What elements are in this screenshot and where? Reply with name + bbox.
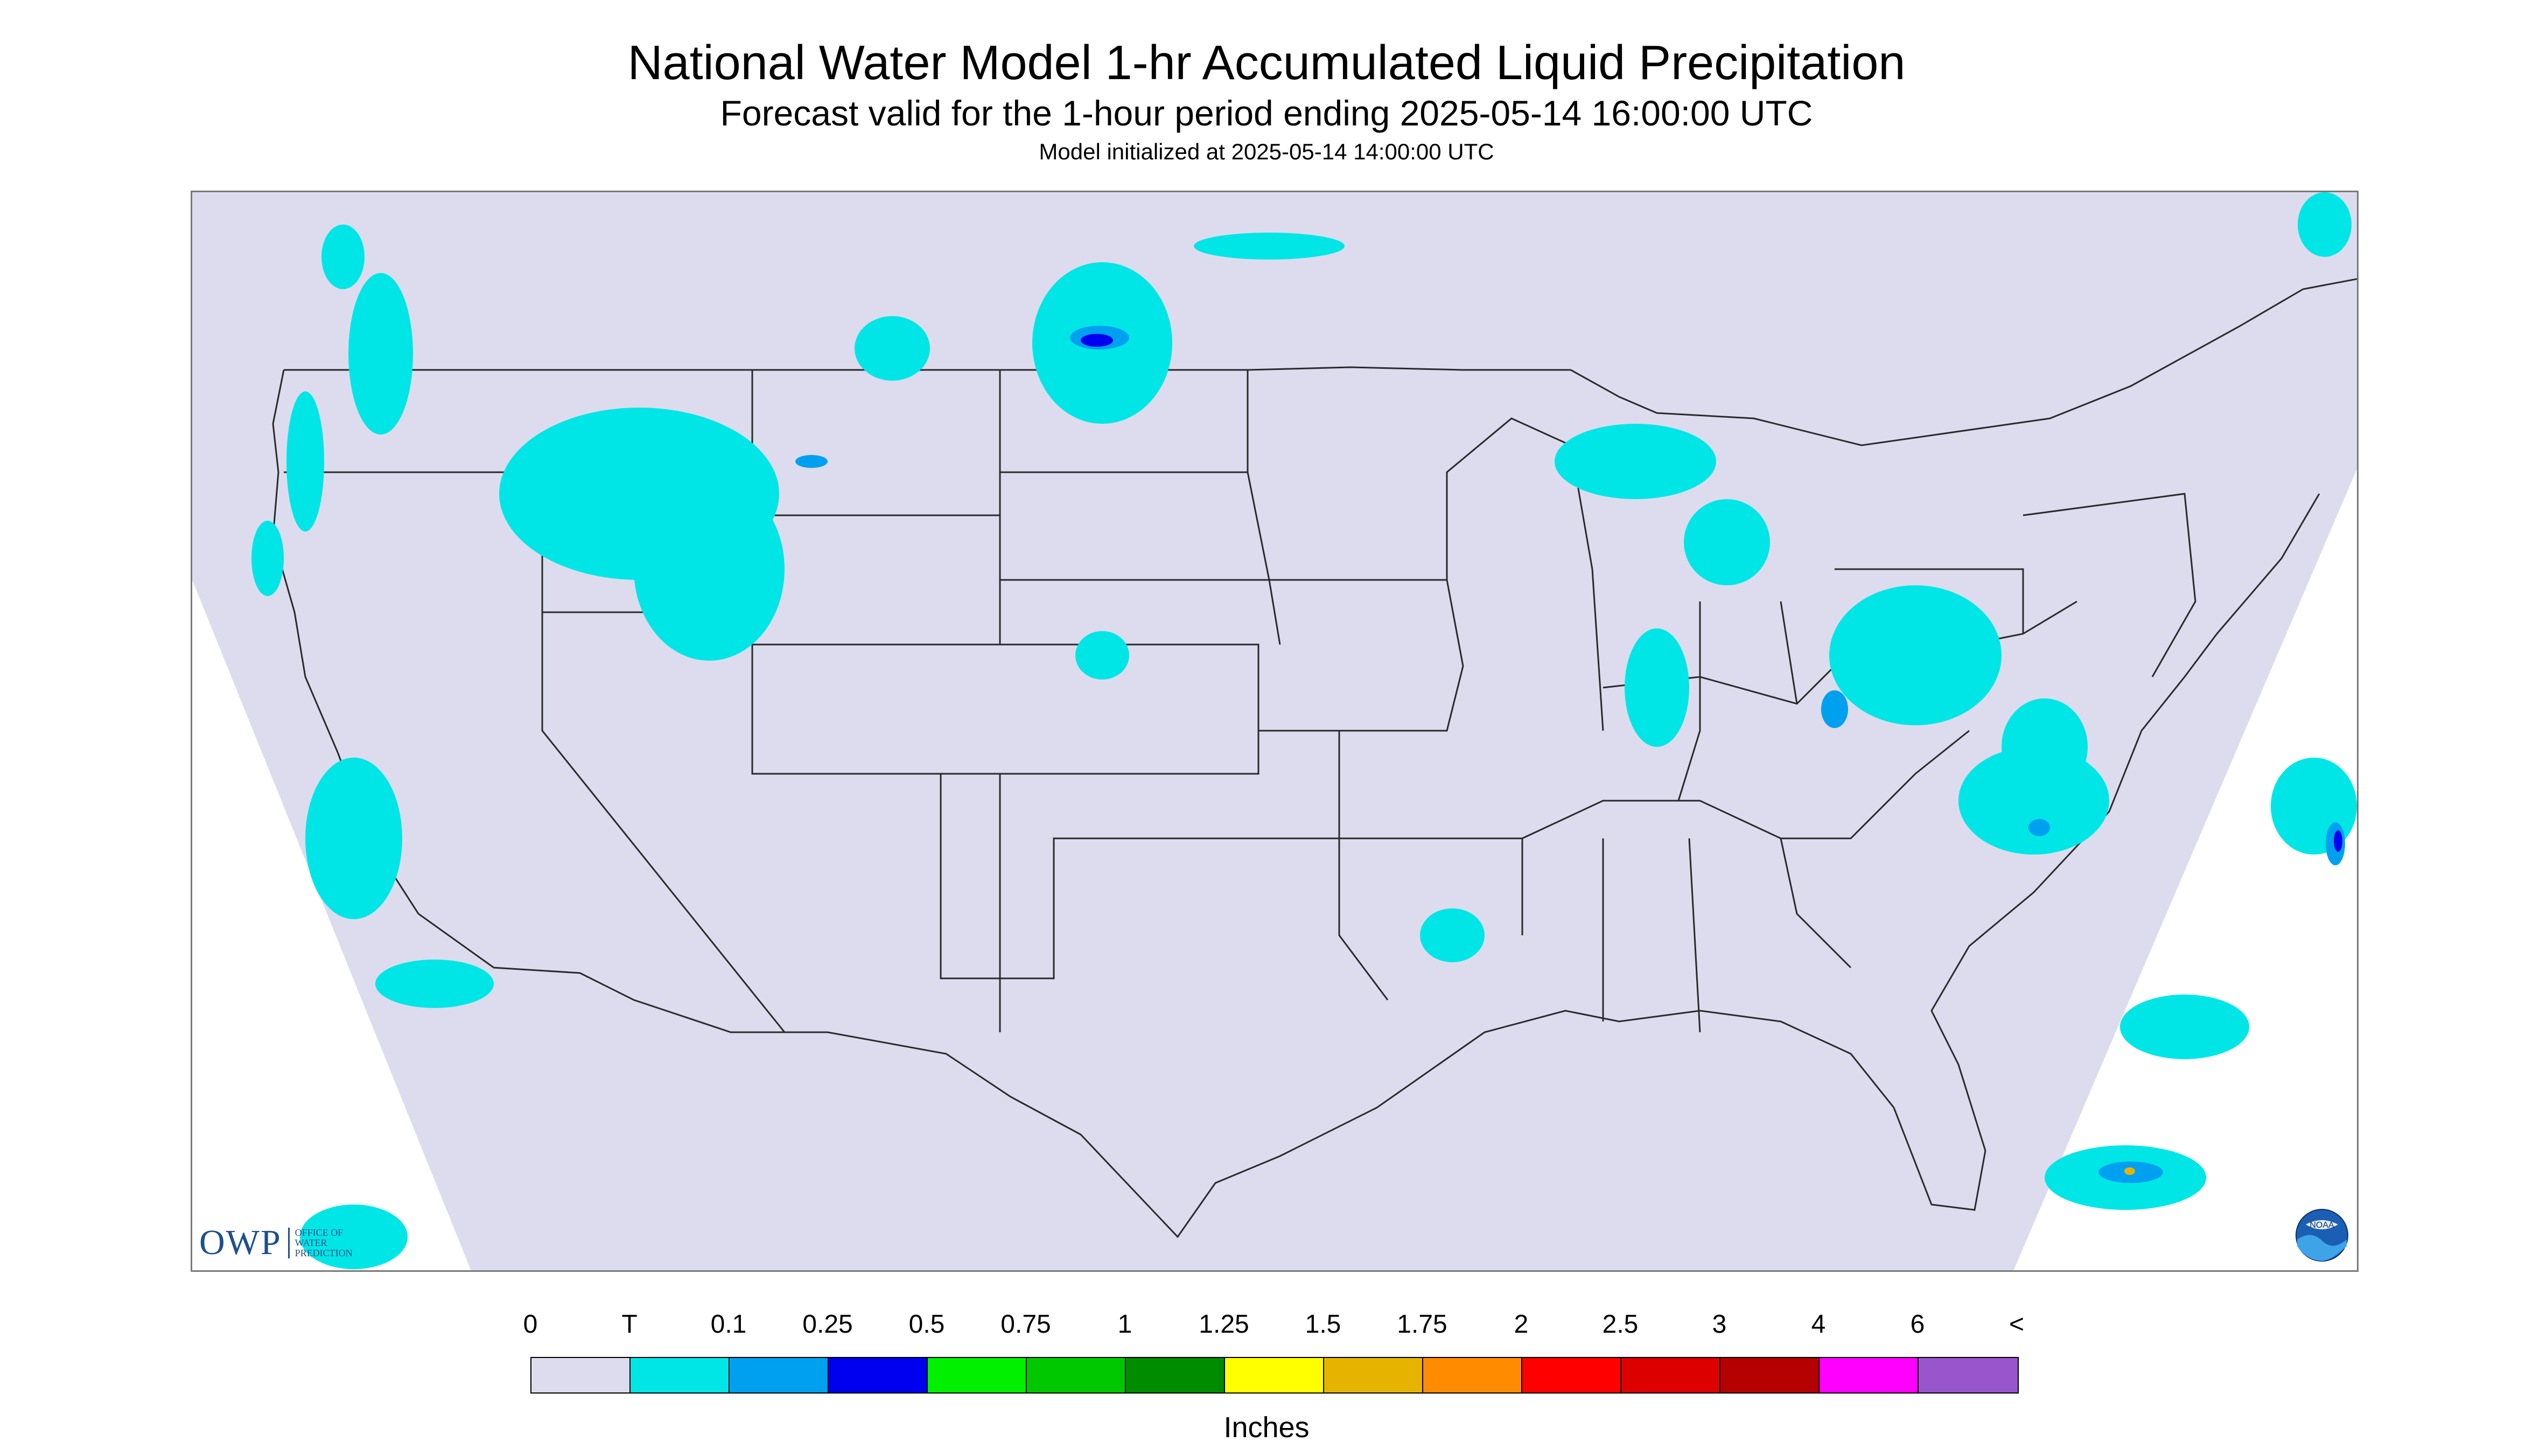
map-title: National Water Model 1-hr Accumulated Li… bbox=[627, 36, 1906, 90]
owp-logo-line: PREDICTION bbox=[295, 1247, 353, 1258]
legend-label: 0.5 bbox=[908, 1310, 945, 1339]
model-initialized-subtitle: Model initialized at 2025-05-14 14:00:00… bbox=[1039, 139, 1494, 164]
legend-units: Inches bbox=[1223, 1411, 1310, 1444]
legend-label: 1.25 bbox=[1199, 1310, 1249, 1339]
legend-swatch bbox=[928, 1358, 1027, 1392]
owp-logo-line: OFFICE OF bbox=[295, 1227, 344, 1238]
legend-label: 1.5 bbox=[1305, 1310, 1341, 1339]
legend-label: 2 bbox=[1514, 1310, 1529, 1339]
legend-swatch bbox=[1522, 1358, 1621, 1392]
legend-swatch bbox=[829, 1358, 928, 1392]
legend-label: 0.75 bbox=[1000, 1310, 1051, 1339]
legend-swatch bbox=[1126, 1358, 1225, 1392]
legend-label: 0.25 bbox=[802, 1310, 853, 1339]
legend-label: 4 bbox=[1811, 1310, 1826, 1339]
legend-swatch bbox=[631, 1358, 730, 1392]
legend-swatch bbox=[1324, 1358, 1423, 1392]
forecast-valid-subtitle: Forecast valid for the 1-hour period end… bbox=[720, 93, 1813, 133]
legend-swatch bbox=[1225, 1358, 1324, 1392]
legend-label: 0 bbox=[523, 1310, 538, 1339]
state-boundaries bbox=[272, 278, 2357, 1238]
precipitation-trace-areas bbox=[251, 192, 2357, 1269]
noaa-logo-text: NOAA bbox=[2310, 1221, 2334, 1230]
legend-label: 1.75 bbox=[1397, 1310, 1447, 1339]
owp-logo-text: OWP bbox=[199, 1223, 282, 1262]
owp-logo-subtitle: OFFICE OF WATER PREDICTION bbox=[288, 1227, 370, 1258]
legend-label: 3 bbox=[1712, 1310, 1727, 1339]
legend-swatch bbox=[531, 1358, 631, 1392]
legend-swatch bbox=[1621, 1358, 1720, 1392]
noaa-emblem-icon: NOAA bbox=[2296, 1209, 2348, 1262]
precipitation-map bbox=[191, 191, 2359, 1272]
legend-label: 6 bbox=[1910, 1310, 1925, 1339]
legend-swatch bbox=[1027, 1358, 1126, 1392]
legend-swatch bbox=[730, 1358, 829, 1392]
legend-label: T bbox=[621, 1310, 638, 1339]
legend-swatch bbox=[1820, 1358, 1919, 1392]
owp-logo-line: WATER bbox=[295, 1237, 327, 1248]
legend-label: 0.1 bbox=[710, 1310, 747, 1339]
owp-logo: OWP OFFICE OF WATER PREDICTION bbox=[199, 1222, 370, 1263]
legend-swatch bbox=[1720, 1358, 1820, 1392]
legend-swatch bbox=[1919, 1358, 2018, 1392]
map-canvas bbox=[192, 192, 2357, 1270]
legend-label: < bbox=[2009, 1310, 2025, 1339]
legend-label: 1 bbox=[1117, 1310, 1132, 1339]
legend-color-bar bbox=[530, 1357, 2019, 1394]
precipitation-high-areas bbox=[2124, 1167, 2135, 1175]
precipitation-moderate-areas bbox=[1081, 334, 2342, 852]
legend-label: 2.5 bbox=[1602, 1310, 1639, 1339]
legend-swatch bbox=[1423, 1358, 1522, 1392]
noaa-logo: NOAA bbox=[2295, 1208, 2349, 1265]
